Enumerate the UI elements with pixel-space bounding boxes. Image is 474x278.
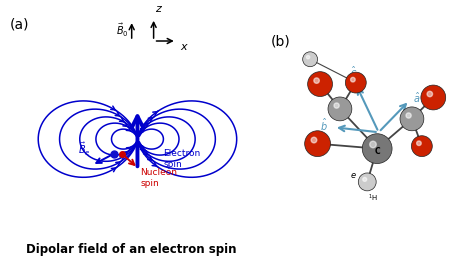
Text: (a): (a) (9, 18, 29, 32)
Text: $\vec{B}_e$: $\vec{B}_e$ (78, 141, 90, 158)
Circle shape (411, 136, 432, 157)
Circle shape (421, 85, 446, 110)
Circle shape (328, 97, 352, 121)
Text: (b): (b) (270, 34, 290, 48)
Circle shape (308, 72, 332, 96)
Circle shape (334, 103, 339, 108)
Text: $^1$H: $^1$H (368, 193, 378, 204)
Text: $x$: $x$ (180, 42, 189, 52)
Text: Dipolar field of an electron spin: Dipolar field of an electron spin (27, 243, 237, 256)
Circle shape (346, 72, 366, 93)
Circle shape (362, 134, 392, 163)
Circle shape (314, 78, 319, 83)
Text: $\hat{b}$: $\hat{b}$ (320, 117, 328, 133)
Circle shape (400, 107, 424, 131)
Text: $\hat{c}$: $\hat{c}$ (350, 65, 357, 79)
Circle shape (417, 141, 421, 145)
Circle shape (351, 77, 355, 82)
Text: $\hat{a}$: $\hat{a}$ (413, 91, 421, 105)
Circle shape (406, 113, 411, 118)
Text: Nucleon
spin: Nucleon spin (140, 168, 177, 188)
Text: $\vec{B}_0$: $\vec{B}_0$ (116, 22, 128, 39)
Text: $z$: $z$ (155, 4, 163, 14)
Circle shape (311, 137, 317, 143)
Circle shape (305, 131, 330, 157)
Text: e: e (351, 172, 356, 180)
Circle shape (363, 177, 367, 181)
Circle shape (427, 91, 433, 97)
Circle shape (306, 56, 310, 59)
Text: Electron
spin: Electron spin (164, 150, 201, 169)
Circle shape (303, 52, 318, 67)
Circle shape (358, 173, 376, 191)
Circle shape (370, 141, 376, 148)
Text: C: C (374, 147, 380, 156)
